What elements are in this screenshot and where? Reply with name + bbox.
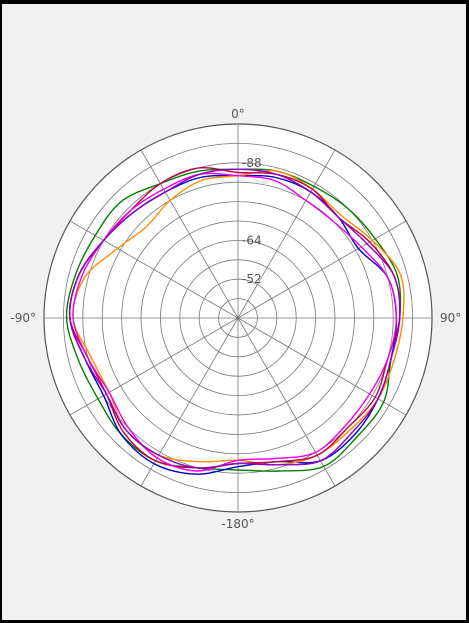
angle-label: 90° [440,311,461,325]
angle-spoke [140,149,239,319]
series-line-5 [72,172,398,472]
angle-spoke [237,149,336,319]
polar-chart: -52 -64 -88 0° 90° -180° -90° [10,107,461,531]
angle-label: -180° [221,517,254,531]
angle-spoke [69,220,239,319]
chart-panel: -52 -64 -88 0° 90° -180° -90° [2,4,466,620]
angle-spoke [237,317,336,487]
angle-spoke [237,220,407,319]
angle-label: 0° [231,107,245,121]
radial-tick-label: -88 [242,156,262,170]
angle-label: -90° [10,311,36,325]
series-line-6 [69,168,401,469]
radial-tick-label: -52 [242,272,262,286]
radial-tick-label: -64 [242,233,262,247]
